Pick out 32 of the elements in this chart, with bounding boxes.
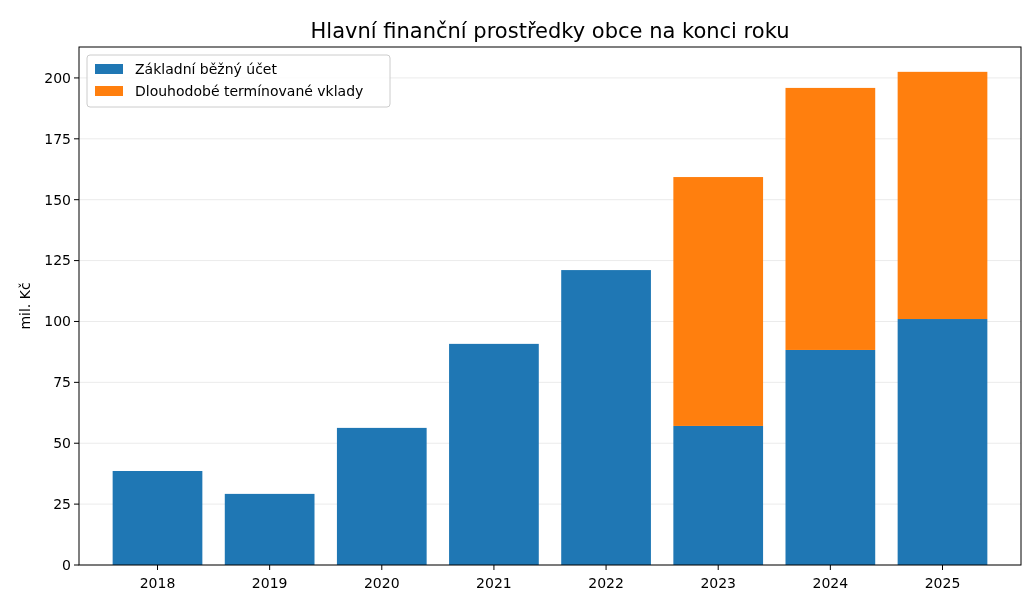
bar	[561, 270, 651, 565]
x-tick-label: 2023	[700, 575, 737, 591]
y-tick-label: 175	[44, 130, 71, 147]
legend-label: Základní běžný účet	[135, 60, 278, 77]
legend-label: Dlouhodobé termínované vklady	[135, 82, 364, 99]
bar	[785, 87, 876, 350]
x-tick-label: 2018	[139, 575, 176, 591]
bar	[224, 493, 315, 565]
x-tick-label: 2024	[812, 575, 849, 591]
x-tick-label: 2022	[588, 575, 624, 591]
bar	[897, 71, 988, 320]
chart-title: Hlavní finanční prostředky obce na konci roku	[310, 19, 790, 43]
y-tick-label: 125	[44, 252, 71, 269]
bar	[673, 177, 764, 426]
x-tick-label: 2019	[251, 575, 288, 591]
bar	[785, 349, 876, 565]
bar	[112, 471, 203, 565]
y-tick-label: 50	[53, 435, 71, 452]
y-tick-label: 25	[53, 496, 71, 513]
y-tick-label: 200	[44, 69, 71, 86]
y-tick-label: 100	[44, 313, 71, 330]
bar	[449, 343, 539, 565]
y-axis-title: mil. Kč	[17, 282, 33, 330]
bar	[336, 427, 427, 565]
y-tick-label: 0	[62, 556, 71, 573]
x-tick-label: 2025	[924, 575, 961, 591]
bar	[897, 319, 988, 565]
x-tick-label: 2020	[363, 575, 400, 591]
bar	[673, 425, 764, 565]
y-tick-label: 150	[44, 191, 71, 208]
x-tick-label: 2021	[476, 575, 512, 591]
y-tick-label: 75	[53, 374, 71, 391]
